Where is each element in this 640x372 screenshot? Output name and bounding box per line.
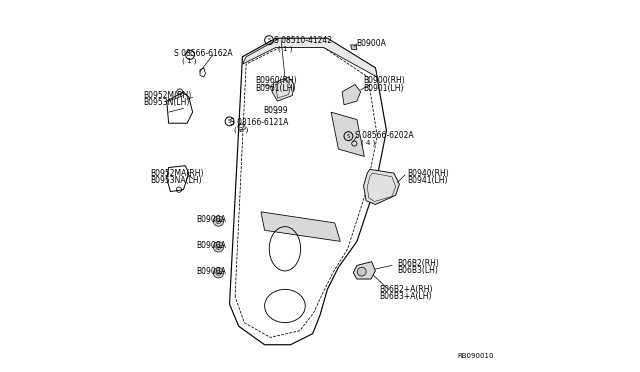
Polygon shape <box>342 84 360 105</box>
Text: B0952MA(RH): B0952MA(RH) <box>150 169 204 177</box>
Text: B0952M(RH): B0952M(RH) <box>143 91 191 100</box>
Text: S: S <box>268 38 271 43</box>
Text: S 08510-41242: S 08510-41242 <box>274 36 332 45</box>
Text: B0901(LH): B0901(LH) <box>363 84 404 93</box>
Text: S: S <box>347 134 350 139</box>
Text: S 08566-6202A: S 08566-6202A <box>355 131 413 140</box>
Polygon shape <box>364 169 399 205</box>
Text: B0953NA(LH): B0953NA(LH) <box>150 176 202 185</box>
Text: B06B3+A(LH): B06B3+A(LH) <box>379 292 431 301</box>
Text: B06B3(LH): B06B3(LH) <box>397 266 438 275</box>
Text: B0999: B0999 <box>263 106 287 115</box>
Circle shape <box>357 267 366 276</box>
Circle shape <box>213 216 223 226</box>
Polygon shape <box>353 262 376 279</box>
Circle shape <box>213 242 223 252</box>
Text: B06B2(RH): B06B2(RH) <box>397 259 440 268</box>
Text: B0900(RH): B0900(RH) <box>363 76 405 85</box>
Text: B0900A: B0900A <box>356 39 386 48</box>
Text: S: S <box>188 52 192 57</box>
Text: S 08566-6162A: S 08566-6162A <box>174 49 233 58</box>
Text: B0900A: B0900A <box>196 267 227 276</box>
Circle shape <box>213 267 223 278</box>
Text: B0940(RH): B0940(RH) <box>407 169 449 177</box>
Text: B0900A: B0900A <box>196 215 227 224</box>
Polygon shape <box>272 77 294 101</box>
Text: B0953N(LH): B0953N(LH) <box>143 99 189 108</box>
Text: B0900A: B0900A <box>196 241 227 250</box>
Polygon shape <box>351 45 357 49</box>
Polygon shape <box>261 212 340 241</box>
Text: B06B2+A(RH): B06B2+A(RH) <box>379 285 433 294</box>
Text: RB090010: RB090010 <box>457 353 493 359</box>
Text: ( 4 ): ( 4 ) <box>362 139 376 146</box>
Text: ( 1 ): ( 1 ) <box>182 58 196 64</box>
Text: ( 2 ): ( 2 ) <box>234 126 249 133</box>
Text: S: S <box>228 119 231 124</box>
Polygon shape <box>331 112 364 157</box>
Text: B0960(RH): B0960(RH) <box>255 76 297 85</box>
Text: ( 1 ): ( 1 ) <box>278 45 292 52</box>
Text: S 08166-6121A: S 08166-6121A <box>230 118 288 127</box>
Text: B0941(LH): B0941(LH) <box>407 176 447 185</box>
Polygon shape <box>243 38 377 77</box>
Text: B0961(LH): B0961(LH) <box>255 84 296 93</box>
